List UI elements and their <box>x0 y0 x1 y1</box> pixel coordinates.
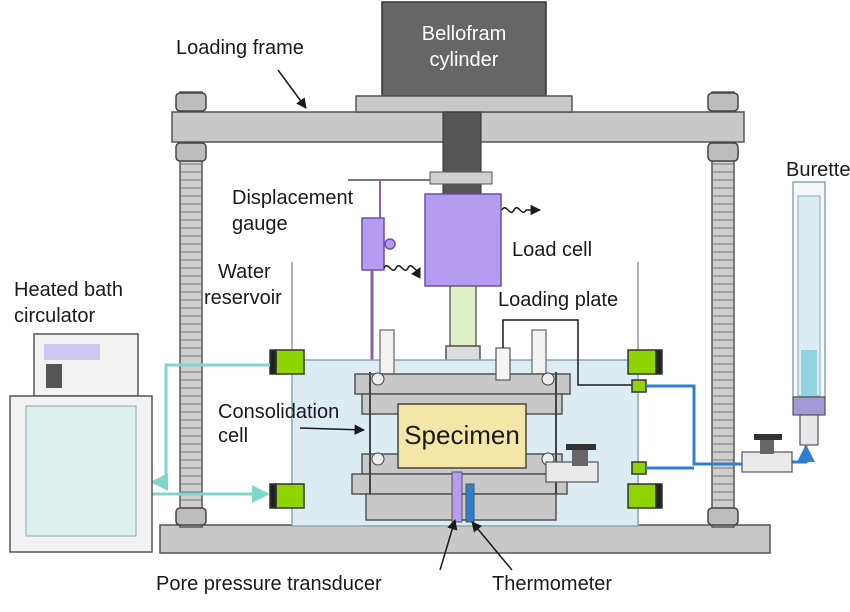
water-reservoir-label-line2: reservoir <box>204 287 282 309</box>
water-reservoir-label-line1: Water <box>218 261 271 283</box>
burette-line <box>790 444 815 464</box>
pore-transducer-pointer <box>439 518 458 571</box>
drain-valve <box>545 444 599 483</box>
specimen-label: Specimen <box>404 420 520 450</box>
heated-bath-label-line2: circulator <box>14 305 95 327</box>
bellofram-cylinder <box>381 1 547 97</box>
loading-rod <box>449 285 477 347</box>
pore-pressure-transducer-label: Pore pressure transducer <box>156 573 382 595</box>
thermometer-pointer <box>471 521 513 571</box>
cylinder-mount-plate <box>355 95 573 113</box>
consolidation-cell-label-line2: cell <box>218 425 248 447</box>
loading-frame-pointer <box>277 69 307 109</box>
burette-label: Burette <box>786 159 850 181</box>
load-cell <box>424 193 502 287</box>
left-threaded-rod <box>179 91 203 528</box>
drain-line-top <box>646 384 746 466</box>
right-threaded-rod <box>711 91 735 528</box>
base-plate <box>159 524 771 554</box>
loading-plate-sensor <box>495 319 632 386</box>
loading-frame-label: Loading frame <box>176 37 304 59</box>
thermometer <box>465 483 475 523</box>
gauge-arm <box>429 171 493 185</box>
specimen <box>397 403 527 469</box>
pore-pressure-transducer <box>451 471 463 523</box>
heated-bath-label-line1: Heated bath <box>14 279 123 301</box>
load-cell-cable-top <box>501 204 542 216</box>
thermometer-label: Thermometer <box>492 573 612 595</box>
load-cell-label: Load cell <box>512 239 592 261</box>
burette <box>792 181 826 446</box>
heated-bath-circulator <box>9 333 153 553</box>
loading-plate-label: Loading plate <box>498 289 618 311</box>
consolidation-cell-pointer <box>299 424 366 435</box>
displacement-gauge-label-line1: Displacement <box>232 187 354 209</box>
burette-valve <box>741 434 793 473</box>
heating-supply-line <box>150 363 270 491</box>
displacement-gauge-label-line2: gauge <box>232 213 288 235</box>
bellofram-label-line2: cylinder <box>430 49 499 71</box>
frame-nuts <box>175 92 739 526</box>
gauge-cable <box>383 265 421 279</box>
bellofram-label-line1: Bellofram <box>422 23 506 45</box>
displacement-gauge <box>361 217 396 368</box>
consolidation-cell-label-line1: Consolidation <box>218 401 339 423</box>
